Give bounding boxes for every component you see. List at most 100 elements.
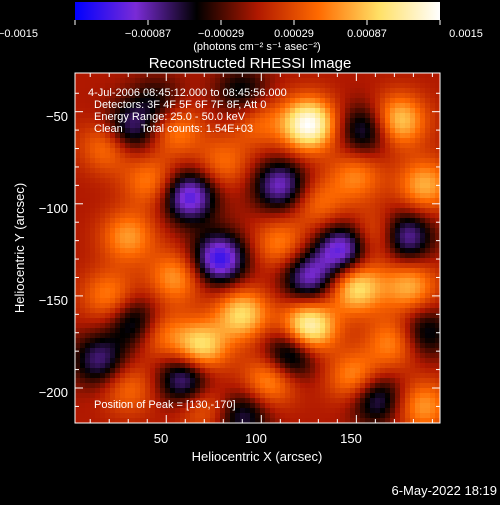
heatmap-cell [325,343,331,349]
heatmap-cell [105,143,111,149]
heatmap-cell [365,173,371,179]
heatmap-cell [270,153,276,159]
heatmap-cell [360,268,366,274]
heatmap-cell [145,323,151,329]
heatmap-cell [105,333,111,339]
heatmap-cell [410,308,416,314]
heatmap-cell [135,143,141,149]
heatmap-cell [80,248,86,254]
heatmap-cell [350,103,356,109]
heatmap-cell [240,343,246,349]
heatmap-cell [265,238,271,244]
heatmap-cell [385,348,391,354]
heatmap-cell [350,138,356,144]
heatmap-cell [250,203,256,209]
heatmap-cell [110,413,116,419]
heatmap-cell [265,273,271,279]
heatmap-cell [170,73,176,79]
heatmap-cell [115,248,121,254]
heatmap-cell [110,283,116,289]
heatmap-cell [155,188,161,194]
heatmap-cell [135,223,141,229]
heatmap-cell [345,123,351,129]
heatmap-cell [165,253,171,259]
heatmap-cell [185,298,191,304]
heatmap-cell [260,138,266,144]
heatmap-cell [380,333,386,339]
heatmap-cell [130,138,136,144]
heatmap-cell [380,253,386,259]
heatmap-cell [360,223,366,229]
heatmap-cell [105,258,111,264]
heatmap-cell [415,308,421,314]
heatmap-cell [85,178,91,184]
heatmap-cell [80,353,86,359]
heatmap-cell [135,238,141,244]
heatmap-cell [195,278,201,284]
heatmap-cell [230,298,236,304]
heatmap-cell [75,353,81,359]
heatmap-cell [315,123,321,129]
heatmap-cell [340,158,346,164]
heatmap-cell [145,258,151,264]
heatmap-cell [320,148,326,154]
heatmap-cell [400,263,406,269]
heatmap-cell [285,383,291,389]
heatmap-cell [145,368,151,374]
heatmap-cell [185,318,191,324]
heatmap-cell [120,328,126,334]
heatmap-cell [335,378,341,384]
heatmap-cell [395,233,401,239]
heatmap-cell [415,298,421,304]
heatmap-cell [245,278,251,284]
heatmap-cell [365,93,371,99]
heatmap-cell [120,363,126,369]
heatmap-cell [420,188,426,194]
heatmap-cell [280,108,286,114]
heatmap-cell [360,248,366,254]
heatmap-cell [250,338,256,344]
heatmap-cell [160,223,166,229]
heatmap-cell [320,103,326,109]
heatmap-cell [190,148,196,154]
heatmap-cell [400,358,406,364]
heatmap-cell [150,268,156,274]
heatmap-cell [215,143,221,149]
heatmap-cell [240,198,246,204]
heatmap-cell [380,378,386,384]
heatmap-cell [205,213,211,219]
heatmap-cell [430,143,436,149]
heatmap-cell [230,378,236,384]
heatmap-cell [95,253,101,259]
heatmap-cell [405,358,411,364]
heatmap-cell [400,303,406,309]
heatmap-cell [325,298,331,304]
heatmap-cell [135,193,141,199]
heatmap-cell [235,138,241,144]
heatmap-cell [225,323,231,329]
heatmap-cell [280,283,286,289]
heatmap-cell [370,188,376,194]
heatmap-cell [330,153,336,159]
heatmap-cell [260,338,266,344]
heatmap-cell [225,173,231,179]
heatmap-cell [145,333,151,339]
heatmap-cell [185,73,191,79]
heatmap-cell [375,163,381,169]
heatmap-cell [345,128,351,134]
heatmap-cell [100,153,106,159]
heatmap-cell [90,303,96,309]
heatmap-cell [225,198,231,204]
heatmap-cell [220,228,226,234]
heatmap-cell [410,108,416,114]
heatmap-cell [405,198,411,204]
heatmap-cell [100,193,106,199]
heatmap-cell [395,388,401,394]
heatmap-cell [125,358,131,364]
heatmap-cell [135,278,141,284]
heatmap-cell [175,238,181,244]
heatmap-cell [405,288,411,294]
heatmap-cell [165,393,171,399]
heatmap-cell [195,158,201,164]
heatmap-cell [425,133,431,139]
